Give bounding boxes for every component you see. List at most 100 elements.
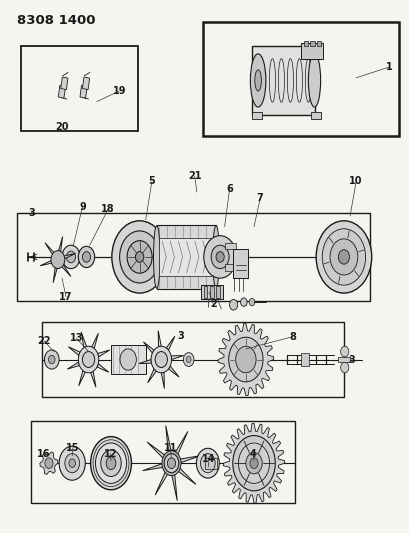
Circle shape xyxy=(44,350,59,369)
Circle shape xyxy=(112,221,167,293)
Circle shape xyxy=(66,251,75,263)
Circle shape xyxy=(48,356,55,364)
Bar xyxy=(225,243,235,249)
Circle shape xyxy=(249,298,254,306)
Circle shape xyxy=(95,443,126,483)
Bar xyxy=(300,43,323,59)
Ellipse shape xyxy=(254,70,261,91)
Polygon shape xyxy=(147,369,156,383)
Polygon shape xyxy=(45,243,55,256)
Text: 4: 4 xyxy=(249,449,256,458)
Polygon shape xyxy=(40,260,53,266)
Bar xyxy=(21,46,137,131)
Circle shape xyxy=(245,453,262,474)
Circle shape xyxy=(232,435,274,491)
Polygon shape xyxy=(79,370,85,386)
Polygon shape xyxy=(97,364,108,372)
Circle shape xyxy=(186,357,191,363)
Circle shape xyxy=(315,221,371,293)
Circle shape xyxy=(69,459,75,467)
Ellipse shape xyxy=(153,225,160,288)
Text: 13: 13 xyxy=(70,333,83,343)
Circle shape xyxy=(151,346,171,373)
Polygon shape xyxy=(223,423,284,503)
Circle shape xyxy=(162,451,181,475)
Circle shape xyxy=(101,450,121,477)
Text: 11: 11 xyxy=(163,443,177,453)
Polygon shape xyxy=(178,456,200,463)
Text: 7: 7 xyxy=(256,193,263,204)
Circle shape xyxy=(135,252,144,262)
Circle shape xyxy=(155,352,167,368)
Polygon shape xyxy=(92,333,98,349)
Text: 12: 12 xyxy=(103,449,117,458)
Polygon shape xyxy=(168,366,179,377)
Bar xyxy=(310,112,321,119)
Circle shape xyxy=(249,458,258,469)
Polygon shape xyxy=(174,431,187,457)
Polygon shape xyxy=(147,442,166,460)
Circle shape xyxy=(45,458,53,469)
Bar xyxy=(202,22,398,136)
Polygon shape xyxy=(81,332,86,348)
Circle shape xyxy=(65,454,79,473)
Polygon shape xyxy=(97,350,110,357)
Ellipse shape xyxy=(308,54,320,107)
Text: 3: 3 xyxy=(177,330,183,341)
Text: 21: 21 xyxy=(188,171,201,181)
Circle shape xyxy=(78,246,94,268)
Text: 3: 3 xyxy=(28,208,35,219)
Polygon shape xyxy=(171,356,183,360)
Ellipse shape xyxy=(250,54,265,107)
Bar xyxy=(252,46,315,115)
Circle shape xyxy=(82,252,90,262)
Text: 1: 1 xyxy=(384,62,391,72)
Circle shape xyxy=(340,346,348,357)
Circle shape xyxy=(229,300,237,310)
Bar xyxy=(156,225,216,289)
Circle shape xyxy=(238,443,269,483)
Circle shape xyxy=(90,437,131,490)
Circle shape xyxy=(119,231,159,283)
Text: 17: 17 xyxy=(59,292,73,302)
Text: 2: 2 xyxy=(209,298,216,309)
Bar xyxy=(209,286,213,298)
Polygon shape xyxy=(58,237,63,254)
Text: 22: 22 xyxy=(37,336,51,346)
Polygon shape xyxy=(166,336,174,350)
Bar xyxy=(58,85,65,98)
Bar xyxy=(111,345,145,374)
Bar xyxy=(82,77,90,90)
Circle shape xyxy=(62,245,80,269)
Circle shape xyxy=(164,454,178,473)
Polygon shape xyxy=(161,373,164,389)
Text: 15: 15 xyxy=(65,443,79,453)
Bar xyxy=(225,264,235,271)
Circle shape xyxy=(337,249,348,264)
Bar xyxy=(204,458,217,469)
Circle shape xyxy=(240,298,247,306)
Text: 19: 19 xyxy=(112,86,126,96)
Circle shape xyxy=(120,349,136,370)
Bar xyxy=(316,41,320,46)
Polygon shape xyxy=(90,372,96,387)
Bar xyxy=(300,353,308,366)
Polygon shape xyxy=(171,472,177,500)
Circle shape xyxy=(216,252,224,262)
Circle shape xyxy=(235,346,256,373)
Bar xyxy=(17,213,370,301)
Text: 18: 18 xyxy=(101,204,115,214)
Circle shape xyxy=(183,353,193,367)
Text: 5: 5 xyxy=(148,176,155,187)
Text: 10: 10 xyxy=(348,176,362,187)
Text: 16: 16 xyxy=(37,449,51,458)
Circle shape xyxy=(340,362,348,373)
Polygon shape xyxy=(40,452,58,474)
Polygon shape xyxy=(143,342,154,353)
Ellipse shape xyxy=(212,225,219,288)
Polygon shape xyxy=(165,426,171,455)
Bar xyxy=(80,85,87,98)
Circle shape xyxy=(321,229,365,285)
Bar xyxy=(252,112,262,119)
Text: 9: 9 xyxy=(79,202,85,212)
